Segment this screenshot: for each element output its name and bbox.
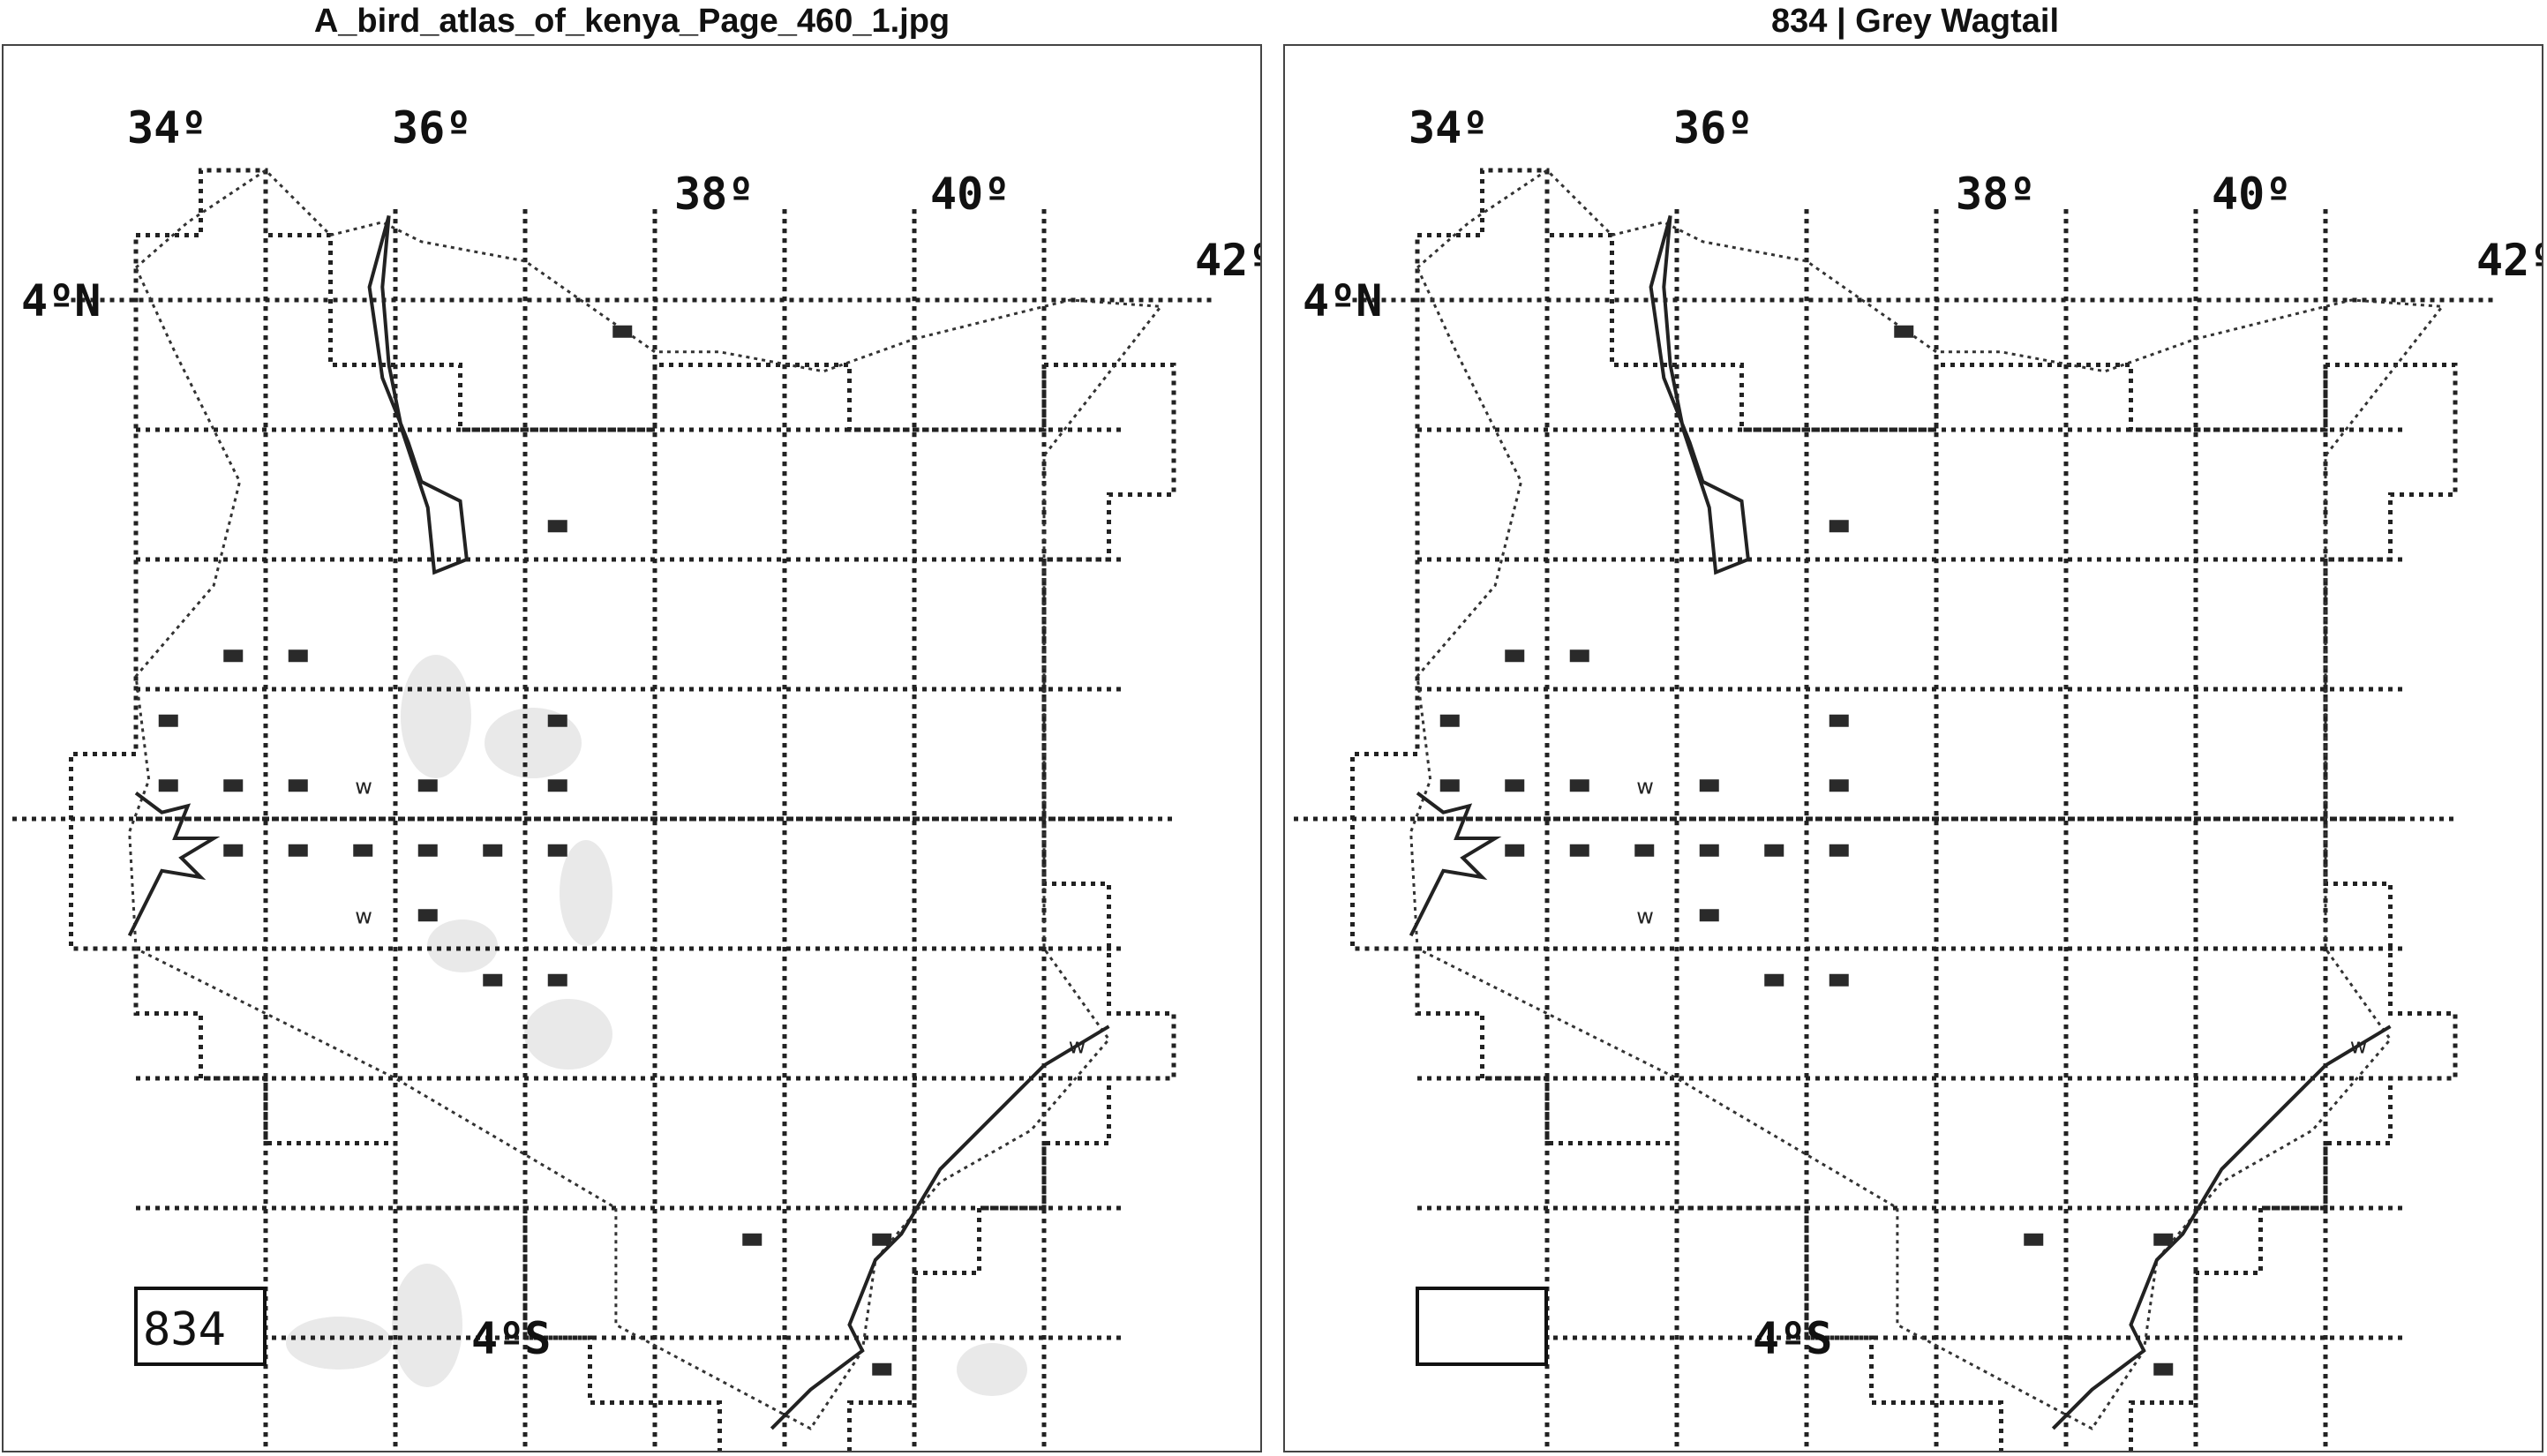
scan-artifact (524, 999, 612, 1069)
latitude-label: 4ºN (21, 275, 101, 326)
record-marker (1699, 779, 1719, 792)
record-marker (547, 844, 567, 857)
record-marker (1894, 325, 1914, 338)
record-marker (1439, 714, 1460, 727)
record-marker (1764, 844, 1784, 857)
winter-record-marker: w (2350, 1033, 2368, 1058)
winter-record-marker: w (1636, 904, 1654, 928)
record-marker (1569, 844, 1589, 857)
longitude-label: 34º (127, 102, 207, 154)
record-marker (483, 973, 503, 987)
scan-artifact (392, 1264, 462, 1387)
latitude-label: 4ºS (471, 1313, 551, 1364)
coastline (770, 1024, 1110, 1430)
scan-artifact (957, 1343, 1027, 1396)
record-marker (2024, 1233, 2044, 1246)
record-marker (1699, 909, 1719, 922)
scan-artifact (560, 840, 612, 946)
kenya-border (1409, 169, 2446, 1430)
record-marker (1634, 844, 1655, 857)
record-marker (1505, 779, 1525, 792)
record-marker (1829, 973, 1849, 987)
record-marker (547, 520, 567, 533)
record-marker (483, 844, 503, 857)
record-marker (353, 844, 373, 857)
record-marker (417, 844, 438, 857)
longitude-label: 36º (1673, 102, 1753, 154)
record-marker (872, 1233, 892, 1246)
record-marker (1829, 714, 1849, 727)
longitude-label: 40º (930, 169, 1010, 220)
record-marker (612, 325, 633, 338)
record-marker (2153, 1233, 2174, 1246)
record-marker (547, 779, 567, 792)
record-marker (2153, 1362, 2174, 1376)
scan-artifact (401, 655, 471, 778)
longitude-label: 34º (1409, 102, 1488, 154)
record-marker (1569, 649, 1589, 663)
lake-victoria-shore (127, 791, 221, 937)
lake-turkana-shore (367, 214, 470, 575)
longitude-label: 42ºE (1195, 235, 1260, 286)
latitude-label: 4ºN (1303, 275, 1382, 326)
panel-title-right: 834 | Grey Wagtail (1770, 3, 2060, 40)
scan-artifact (427, 919, 498, 972)
atlas-square-frame (69, 168, 1176, 1451)
winter-record-marker: w (355, 904, 372, 928)
map-panel-clean: 34º 36º 38º 40º 42ºE 4ºN 4ºS w w w (1283, 44, 2543, 1452)
record-marker (1505, 844, 1525, 857)
kenya-border (128, 169, 1164, 1430)
panel-title-left: A_bird_atlas_of_kenya_Page_460_1.jpg (313, 3, 950, 40)
record-marker (742, 1233, 763, 1246)
winter-record-marker: w (1636, 774, 1654, 799)
species-number-box (1416, 1287, 1548, 1366)
kenya-distribution-map-scan: 34º 36º 38º 40º 42ºE 4ºN 4ºS w w w 834 (12, 102, 1260, 1451)
longitude-label: 40º (2212, 169, 2291, 220)
map-panel-scan: 34º 36º 38º 40º 42ºE 4ºN 4ºS w w w 834 (2, 44, 1262, 1452)
longitude-label: 38º (1956, 169, 2035, 220)
record-marker (288, 779, 308, 792)
record-marker (417, 909, 438, 922)
winter-record-marker: w (1069, 1033, 1086, 1058)
species-number: 834 (143, 1303, 226, 1356)
coastline (2051, 1024, 2392, 1430)
species-number-box (134, 1287, 267, 1366)
record-marker (1764, 973, 1784, 987)
record-marker (223, 779, 244, 792)
record-marker (223, 649, 244, 663)
record-marker (288, 844, 308, 857)
lake-turkana-shore (1649, 214, 1751, 575)
longitude-label: 36º (392, 102, 471, 154)
record-marker (1829, 779, 1849, 792)
record-marker (288, 649, 308, 663)
longitude-label: 42ºE (2476, 235, 2542, 286)
winter-record-marker: w (355, 774, 372, 799)
record-marker (1829, 520, 1849, 533)
longitude-label: 38º (674, 169, 754, 220)
record-marker (1505, 649, 1525, 663)
record-marker (1439, 779, 1460, 792)
record-marker (1829, 844, 1849, 857)
record-marker (417, 779, 438, 792)
kenya-distribution-map-clean: 34º 36º 38º 40º 42ºE 4ºN 4ºS w w w (1294, 102, 2542, 1451)
record-marker (547, 973, 567, 987)
record-marker (1569, 779, 1589, 792)
record-marker (223, 844, 244, 857)
record-marker (547, 714, 567, 727)
record-marker (872, 1362, 892, 1376)
record-marker (158, 714, 178, 727)
lake-victoria-shore (1409, 791, 1502, 937)
record-marker (1699, 844, 1719, 857)
latitude-label: 4ºS (1753, 1313, 1832, 1364)
scan-artifact (286, 1317, 392, 1370)
record-marker (158, 779, 178, 792)
atlas-square-frame (1350, 168, 2458, 1451)
